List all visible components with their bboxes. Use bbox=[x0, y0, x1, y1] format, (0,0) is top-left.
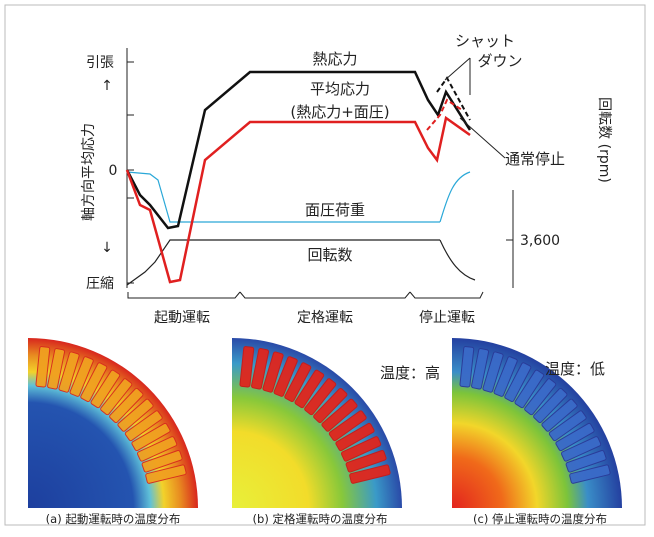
phase-label: 定格運転 bbox=[297, 310, 353, 326]
curve-label: 平均応力 bbox=[310, 80, 370, 98]
curve-label: 熱応力 bbox=[312, 50, 357, 68]
temperature-disk bbox=[28, 338, 198, 508]
y-bottom: 圧縮 bbox=[86, 276, 114, 292]
curve-label: シャット bbox=[455, 32, 515, 50]
curve-label: (熱応力+面圧) bbox=[290, 103, 389, 121]
temp-label: 温度：低 bbox=[545, 360, 605, 378]
caption: (c) 停止運転時の温度分布 bbox=[473, 512, 607, 526]
curve-label: 通常停止 bbox=[505, 150, 565, 168]
y2-tick: 3,600 bbox=[520, 233, 560, 249]
curve-label: ダウン bbox=[477, 52, 522, 70]
y-zero: 0 bbox=[109, 163, 118, 179]
temperature-disk bbox=[232, 338, 402, 508]
y-axis-label: 軸方向平均応力 bbox=[81, 123, 97, 221]
phase-label: 停止運転 bbox=[419, 309, 475, 326]
curve-label: 回転数 bbox=[307, 246, 352, 264]
y2-axis-label: 回転数 (rpm) bbox=[596, 97, 612, 183]
y-top-arrow: ↑ bbox=[101, 78, 113, 94]
phase-label: 起動運転 bbox=[154, 310, 210, 326]
caption: (b) 定格運転時の温度分布 bbox=[253, 512, 388, 526]
curve-label: 面圧荷重 bbox=[305, 201, 365, 219]
figure: 引張 ↑ 0 ↓ 圧縮 軸方向平均応力 回転数 (rpm) 3,600 熱応力 … bbox=[0, 0, 654, 533]
temp-label: 温度：高 bbox=[380, 364, 440, 382]
y-top: 引張 bbox=[86, 55, 114, 71]
caption: (a) 起動運転時の温度分布 bbox=[46, 512, 181, 526]
y-bottom-arrow: ↓ bbox=[101, 240, 113, 256]
